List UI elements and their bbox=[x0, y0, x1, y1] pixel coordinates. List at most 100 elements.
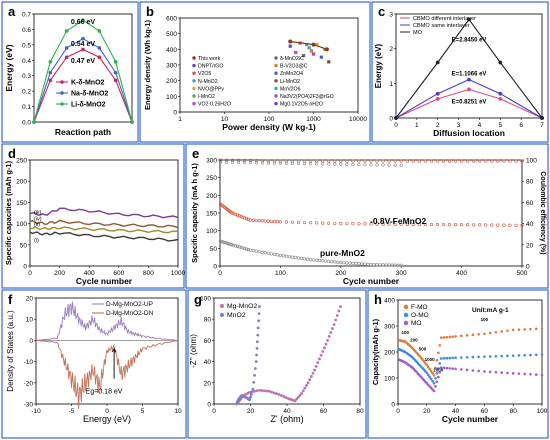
g-point bbox=[257, 312, 261, 316]
panel-d-frame bbox=[1, 143, 185, 289]
e-point bbox=[327, 159, 331, 163]
h-point bbox=[488, 355, 492, 358]
e-point bbox=[266, 251, 270, 255]
e-point bbox=[239, 214, 243, 219]
h-point bbox=[529, 372, 532, 376]
b-legend-marker bbox=[274, 86, 278, 91]
e-point bbox=[478, 223, 482, 227]
e-point bbox=[284, 220, 289, 224]
e-xlabel: Cycle number bbox=[343, 276, 400, 286]
d-series-line bbox=[29, 226, 179, 234]
e-point bbox=[241, 246, 245, 250]
panel-f-frame bbox=[1, 289, 187, 439]
f-series-line bbox=[35, 301, 179, 341]
e-point bbox=[375, 163, 379, 167]
e-point bbox=[278, 253, 283, 257]
b-legend-marker bbox=[274, 79, 278, 83]
e-point bbox=[381, 263, 385, 267]
e-point bbox=[345, 222, 349, 226]
g-ytick-label: 80 bbox=[204, 317, 212, 324]
b-legend-label: NVO@PPy bbox=[198, 86, 224, 92]
e-point bbox=[251, 218, 255, 222]
d-ytick-label: 100 bbox=[16, 221, 27, 228]
e-point bbox=[272, 159, 277, 163]
e-point bbox=[351, 261, 355, 265]
g-legend-label: MnO2 bbox=[227, 312, 246, 319]
g-ytick-label: 0 bbox=[207, 402, 211, 409]
e-point bbox=[336, 260, 340, 264]
e-point bbox=[257, 250, 261, 254]
b-point bbox=[305, 43, 309, 47]
c-point bbox=[498, 97, 503, 101]
f-ytick-label: -20 bbox=[24, 380, 34, 387]
f-xtick-label: -5 bbox=[69, 408, 75, 415]
e-point bbox=[345, 162, 349, 166]
c-xtick-label: 1 bbox=[415, 122, 419, 129]
d-xtick-label: 1000 bbox=[171, 270, 186, 277]
d-xtick-label: 800 bbox=[143, 270, 154, 277]
e-point bbox=[387, 159, 391, 163]
e-point bbox=[399, 222, 403, 226]
b-point bbox=[288, 44, 292, 48]
h-point bbox=[494, 354, 498, 358]
a-point bbox=[48, 78, 53, 83]
h-point bbox=[432, 389, 436, 393]
c-ylabel: Energy (eV) bbox=[374, 43, 383, 88]
e-point bbox=[345, 159, 349, 163]
e-point bbox=[411, 222, 415, 226]
d-legend-label: (i) bbox=[34, 238, 39, 244]
h-ytick-label: 300 bbox=[384, 324, 395, 331]
h-point bbox=[451, 335, 455, 338]
b-legend-marker bbox=[192, 56, 196, 60]
e-point bbox=[239, 245, 243, 250]
h-point bbox=[425, 371, 429, 375]
e-point bbox=[302, 220, 307, 225]
e-point bbox=[520, 159, 524, 163]
e-point bbox=[219, 160, 223, 164]
h-point bbox=[529, 353, 532, 357]
e-point bbox=[254, 249, 258, 253]
g-point bbox=[262, 389, 266, 393]
e-point bbox=[244, 247, 249, 251]
a-ytick-label: 0.7 bbox=[22, 12, 31, 19]
c-annotation: E=1.1066 eV bbox=[452, 72, 487, 78]
c-xtick-label: 5 bbox=[498, 122, 502, 129]
e-xtick-label: 100 bbox=[275, 270, 286, 277]
g-point bbox=[298, 393, 302, 397]
g-point bbox=[293, 399, 297, 403]
e-point bbox=[232, 243, 236, 247]
e-point bbox=[372, 263, 376, 267]
h-point bbox=[442, 336, 446, 339]
e-point bbox=[357, 262, 361, 266]
b-ytick-label: 500 bbox=[166, 31, 177, 38]
g-point bbox=[260, 389, 264, 392]
e-point bbox=[363, 222, 367, 226]
b-point bbox=[302, 54, 306, 58]
e-y2tick-label: 60 bbox=[526, 200, 534, 207]
c-point bbox=[467, 87, 471, 92]
e-xtick-label: 400 bbox=[456, 270, 467, 277]
e-point bbox=[393, 222, 397, 226]
e-point bbox=[429, 222, 434, 227]
h-point bbox=[442, 357, 446, 360]
f-xtick-label: 10 bbox=[174, 408, 182, 415]
g-ytick-label: 100 bbox=[200, 296, 211, 303]
e-point bbox=[466, 159, 470, 163]
e-point bbox=[234, 244, 238, 248]
g-point bbox=[272, 391, 276, 395]
a-point bbox=[64, 55, 69, 59]
h-point bbox=[437, 375, 440, 379]
c-xtick-label: 4 bbox=[478, 122, 482, 129]
e-point bbox=[260, 250, 264, 254]
h-ylabel: Capacity(mAh g-1) bbox=[371, 318, 380, 385]
e-point bbox=[296, 161, 301, 166]
g-point bbox=[311, 371, 315, 375]
e-point bbox=[460, 159, 464, 163]
h-point bbox=[534, 373, 538, 376]
h-point bbox=[465, 334, 469, 337]
e-point bbox=[453, 223, 458, 227]
h-point bbox=[442, 366, 446, 370]
e-point bbox=[232, 212, 236, 216]
plot-area bbox=[395, 13, 543, 119]
a-ytick-label: 0.4 bbox=[22, 58, 31, 65]
